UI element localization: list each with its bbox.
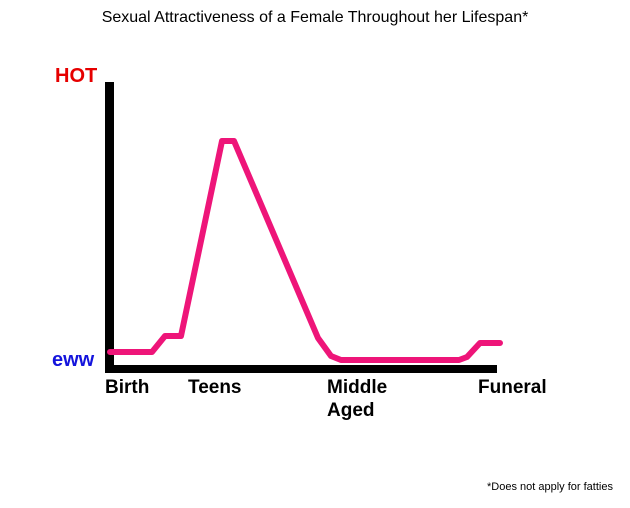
y-axis-line	[105, 82, 114, 373]
x-axis-label-teens: Teens	[188, 377, 242, 398]
x-axis-label-funeral: Funeral	[478, 377, 547, 398]
x-axis-line	[105, 365, 497, 373]
y-axis-label-eww: eww	[52, 349, 95, 371]
attractiveness-line	[107, 138, 503, 363]
y-axis-label-hot: HOT	[55, 65, 98, 87]
x-axis-label-birth: Birth	[105, 377, 150, 398]
footnote: *Does not apply for fatties	[487, 481, 613, 493]
chart-title: Sexual Attractiveness of a Female Throug…	[101, 9, 529, 26]
x-axis-label-middle-aged: Middle Aged	[327, 377, 388, 421]
